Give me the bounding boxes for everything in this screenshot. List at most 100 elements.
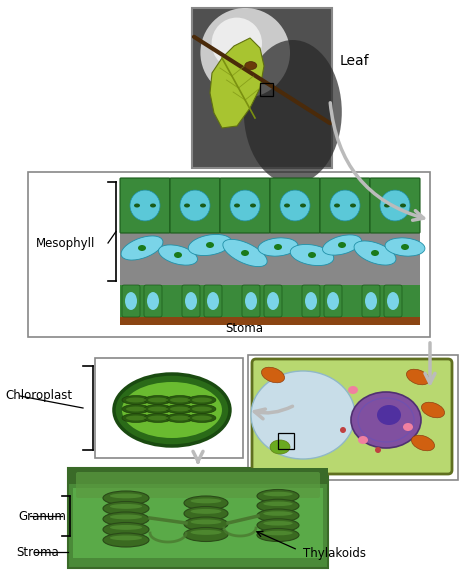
Ellipse shape: [144, 414, 172, 422]
Text: Stroma: Stroma: [16, 545, 59, 559]
Ellipse shape: [377, 405, 401, 425]
Ellipse shape: [262, 367, 285, 383]
Ellipse shape: [103, 491, 149, 505]
Ellipse shape: [200, 8, 290, 98]
Ellipse shape: [110, 493, 142, 499]
Ellipse shape: [170, 398, 190, 403]
Bar: [120, 285, 420, 317]
Ellipse shape: [170, 407, 190, 411]
Ellipse shape: [188, 234, 232, 256]
Ellipse shape: [330, 190, 360, 221]
Ellipse shape: [340, 427, 346, 433]
Ellipse shape: [241, 250, 249, 256]
FancyBboxPatch shape: [170, 178, 220, 233]
Ellipse shape: [263, 521, 292, 526]
FancyBboxPatch shape: [252, 359, 452, 474]
FancyBboxPatch shape: [242, 285, 260, 317]
FancyBboxPatch shape: [182, 285, 200, 317]
FancyBboxPatch shape: [122, 285, 140, 317]
Ellipse shape: [274, 244, 282, 250]
Ellipse shape: [354, 241, 396, 265]
Ellipse shape: [350, 204, 356, 208]
Ellipse shape: [385, 238, 425, 256]
Ellipse shape: [351, 392, 421, 448]
Bar: [120, 233, 420, 285]
Ellipse shape: [280, 190, 310, 221]
Ellipse shape: [166, 395, 194, 404]
Ellipse shape: [375, 447, 381, 453]
Ellipse shape: [223, 239, 267, 267]
Ellipse shape: [358, 436, 368, 444]
Ellipse shape: [184, 517, 228, 531]
FancyBboxPatch shape: [220, 178, 270, 233]
Ellipse shape: [371, 250, 379, 256]
Ellipse shape: [144, 395, 172, 404]
Ellipse shape: [150, 204, 156, 208]
Ellipse shape: [365, 292, 377, 310]
Ellipse shape: [258, 238, 298, 256]
Ellipse shape: [250, 204, 256, 208]
Ellipse shape: [190, 530, 221, 535]
Ellipse shape: [103, 501, 149, 515]
Ellipse shape: [126, 407, 146, 411]
Ellipse shape: [125, 292, 137, 310]
Ellipse shape: [244, 40, 342, 184]
Ellipse shape: [148, 415, 168, 421]
Text: Stoma: Stoma: [225, 322, 263, 335]
Bar: [120, 317, 420, 325]
Ellipse shape: [103, 512, 149, 526]
Ellipse shape: [411, 435, 434, 451]
FancyBboxPatch shape: [362, 285, 380, 317]
Ellipse shape: [334, 204, 340, 208]
Ellipse shape: [338, 242, 346, 248]
Text: Mesophyll: Mesophyll: [36, 237, 95, 249]
Ellipse shape: [257, 519, 299, 532]
FancyBboxPatch shape: [144, 285, 162, 317]
Ellipse shape: [348, 386, 358, 394]
Ellipse shape: [192, 398, 212, 403]
Ellipse shape: [257, 529, 299, 541]
Ellipse shape: [327, 292, 339, 310]
Ellipse shape: [230, 190, 260, 221]
Text: Chloroplast: Chloroplast: [5, 389, 72, 403]
Bar: [192, 8, 332, 168]
FancyBboxPatch shape: [302, 285, 320, 317]
Ellipse shape: [122, 414, 150, 422]
Ellipse shape: [267, 292, 279, 310]
Bar: [260, 83, 273, 96]
Ellipse shape: [192, 407, 212, 411]
Bar: [28, 172, 430, 337]
Ellipse shape: [166, 404, 194, 414]
Ellipse shape: [188, 395, 216, 404]
Ellipse shape: [126, 398, 146, 403]
FancyBboxPatch shape: [204, 285, 222, 317]
Ellipse shape: [144, 404, 172, 414]
Ellipse shape: [188, 414, 216, 422]
Bar: [68, 468, 328, 568]
Ellipse shape: [110, 515, 142, 519]
FancyBboxPatch shape: [384, 285, 402, 317]
Ellipse shape: [263, 511, 292, 516]
Ellipse shape: [126, 415, 146, 421]
Ellipse shape: [200, 204, 206, 208]
Ellipse shape: [103, 523, 149, 537]
Ellipse shape: [134, 204, 140, 208]
Ellipse shape: [270, 440, 290, 454]
Ellipse shape: [380, 190, 410, 221]
Ellipse shape: [159, 245, 197, 265]
Ellipse shape: [130, 190, 160, 221]
Bar: [68, 468, 328, 484]
Ellipse shape: [184, 507, 228, 520]
Ellipse shape: [234, 204, 240, 208]
Ellipse shape: [184, 527, 228, 541]
Ellipse shape: [207, 292, 219, 310]
Bar: [95, 358, 243, 458]
Ellipse shape: [384, 204, 390, 208]
Ellipse shape: [387, 292, 399, 310]
Ellipse shape: [190, 499, 221, 503]
Ellipse shape: [212, 18, 262, 69]
FancyBboxPatch shape: [320, 178, 370, 233]
Ellipse shape: [110, 535, 142, 540]
Ellipse shape: [138, 245, 146, 251]
Ellipse shape: [257, 489, 299, 503]
